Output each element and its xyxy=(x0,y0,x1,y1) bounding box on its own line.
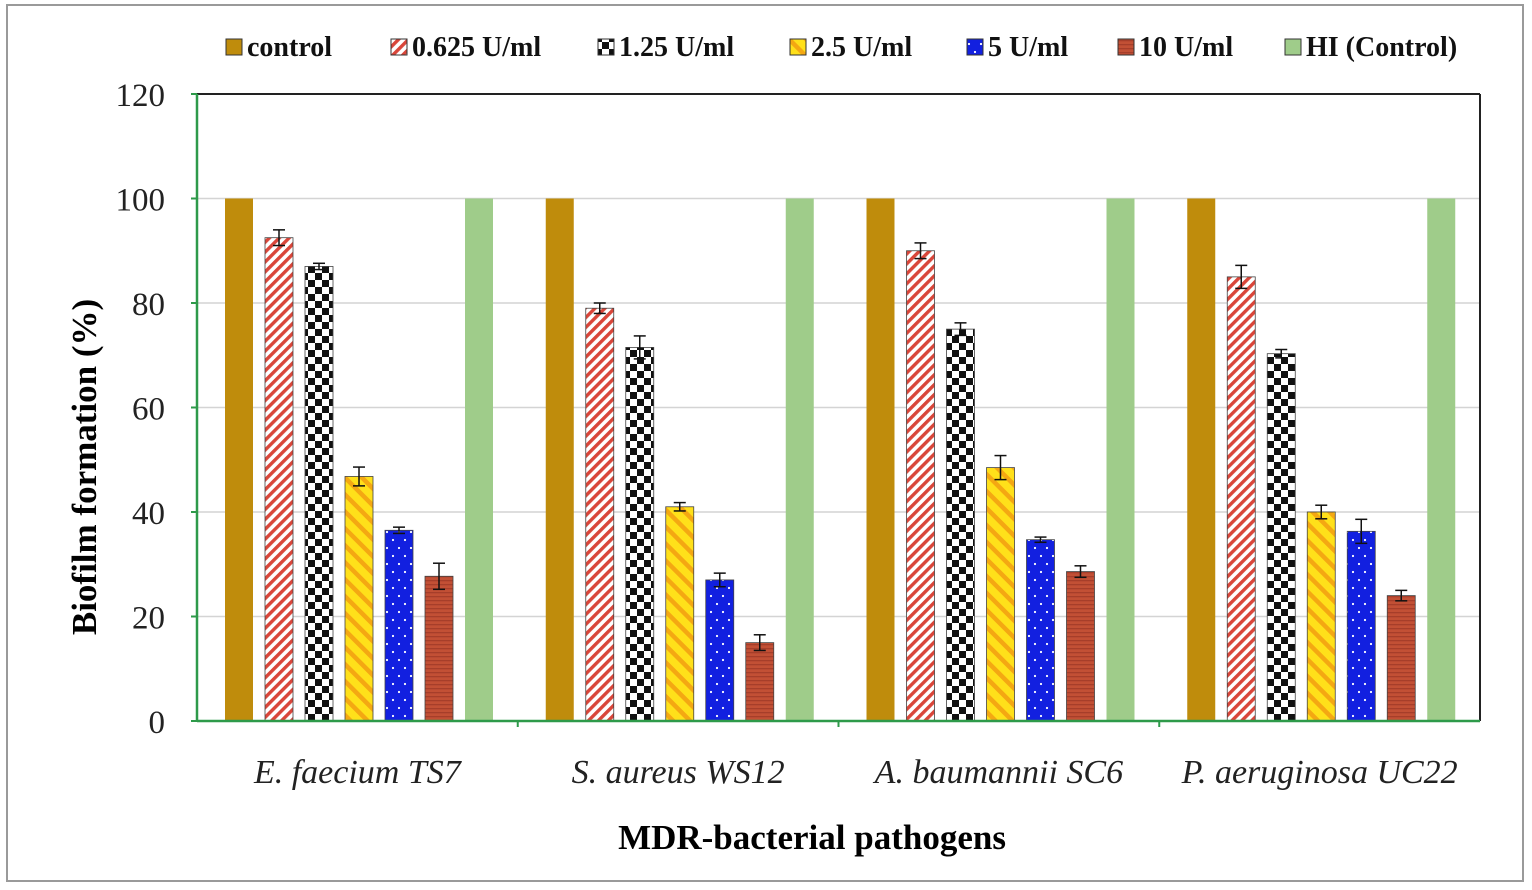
bar-2-5-u-ml-4 xyxy=(1306,511,1336,722)
bar-control-3 xyxy=(866,198,895,721)
legend-label: 0.625 U/ml xyxy=(412,32,541,63)
bar-2-5-u-ml-2 xyxy=(665,506,695,722)
bar-0-625-u-ml-1 xyxy=(264,237,294,722)
error-bars xyxy=(273,229,1408,652)
legend-label: 5 U/ml xyxy=(988,32,1068,63)
bar-hi-control--1 xyxy=(465,198,493,721)
bar-control-1 xyxy=(225,198,253,721)
y-tick-label: 100 xyxy=(116,183,166,219)
bar-2-5-u-ml-3 xyxy=(986,467,1015,722)
bar-control-4 xyxy=(1187,198,1216,721)
bar-5-u-ml-3 xyxy=(1026,539,1055,722)
bar-1-25-u-ml-3 xyxy=(946,328,975,722)
bar-5-u-ml-4 xyxy=(1346,530,1376,722)
bar-0-625-u-ml-2 xyxy=(585,307,615,722)
x-tick-label: A. baumannii SC6 xyxy=(873,754,1123,791)
legend-label: control xyxy=(247,32,332,63)
legend-swatch xyxy=(597,38,615,56)
y-tick-label: 0 xyxy=(149,705,166,741)
y-tick-label: 120 xyxy=(116,78,166,114)
x-tick-labels: E. faecium TS7 S. aureus WS12 A. baumannii… xyxy=(253,721,1458,791)
bar-hi-control--2 xyxy=(785,198,814,721)
legend-swatch xyxy=(225,38,243,56)
y-axis-title: Biofilm formation (%) xyxy=(65,299,104,635)
x-axis-title: MDR-bacterial pathogens xyxy=(618,818,1006,857)
bars xyxy=(225,198,1456,722)
bar-5-u-ml-1 xyxy=(384,529,414,722)
legend-label: HI (Control) xyxy=(1306,32,1457,63)
x-tick-label: E. faecium TS7 xyxy=(253,754,463,791)
bar-1-25-u-ml-2 xyxy=(625,347,655,722)
legend: control 0.625 U/ml 1.25 U/ml 2.5 U/ml 5 U/ml… xyxy=(225,32,1457,63)
bar-0-625-u-ml-3 xyxy=(906,250,935,722)
x-tick-label: P. aeruginosa UC22 xyxy=(1181,754,1458,791)
bar-1-25-u-ml-1 xyxy=(304,266,334,722)
legend-swatch xyxy=(1284,38,1302,56)
bar-5-u-ml-2 xyxy=(705,579,735,722)
bar-control-2 xyxy=(545,198,574,721)
legend-swatch xyxy=(966,38,984,56)
bar-0-625-u-ml-4 xyxy=(1226,276,1256,722)
bar-10-u-ml-1 xyxy=(424,575,454,722)
bar-hi-control--4 xyxy=(1427,198,1456,721)
y-tick-label: 20 xyxy=(132,601,165,637)
y-tick-label: 60 xyxy=(132,392,165,428)
y-tick-label: 80 xyxy=(132,287,165,323)
bar-10-u-ml-4 xyxy=(1386,595,1416,722)
bar-10-u-ml-3 xyxy=(1066,571,1095,722)
y-tick-label: 40 xyxy=(132,496,165,532)
legend-swatch xyxy=(390,38,408,56)
legend-label: 1.25 U/ml xyxy=(619,32,734,63)
bar-2-5-u-ml-1 xyxy=(344,476,374,722)
x-tick-label: S. aureus WS12 xyxy=(572,754,785,791)
bar-1-25-u-ml-4 xyxy=(1266,353,1296,722)
y-tick-labels: 0 20 40 60 80 100 120 xyxy=(116,78,197,741)
legend-swatch xyxy=(789,38,807,56)
legend-label: 2.5 U/ml xyxy=(811,32,912,63)
bar-10-u-ml-2 xyxy=(745,642,775,722)
legend-label: 10 U/ml xyxy=(1139,32,1233,63)
legend-swatch xyxy=(1117,38,1135,56)
bar-hi-control--3 xyxy=(1106,198,1135,721)
